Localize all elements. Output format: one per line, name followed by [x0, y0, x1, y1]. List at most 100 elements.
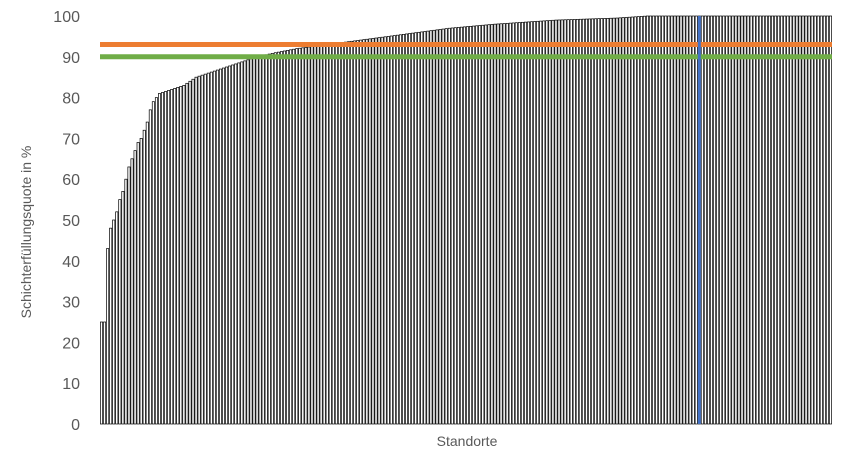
- bar: [292, 48, 296, 425]
- bar: [563, 19, 567, 425]
- bar: [728, 15, 732, 425]
- bar: [344, 41, 347, 425]
- bar: [286, 50, 290, 425]
- bar: [725, 15, 729, 425]
- bar: [667, 15, 671, 425]
- bar: [484, 24, 488, 425]
- bar: [606, 18, 610, 425]
- bar: [716, 15, 720, 425]
- bar: [225, 66, 229, 425]
- y-tick-label: 70: [62, 131, 80, 148]
- bar: [444, 28, 448, 425]
- bar: [234, 63, 238, 425]
- bar: [258, 55, 262, 425]
- bar: [752, 15, 756, 425]
- bar: [463, 26, 466, 425]
- bar: [222, 67, 225, 425]
- bar: [530, 21, 534, 425]
- bar: [642, 15, 646, 425]
- bar: [386, 36, 390, 425]
- bar: [426, 30, 430, 425]
- bar: [112, 219, 116, 425]
- bar: [551, 19, 555, 425]
- bar: [109, 227, 113, 425]
- bar: [548, 20, 552, 425]
- bar: [103, 321, 107, 425]
- bar: [636, 16, 640, 425]
- bar: [118, 199, 122, 425]
- bar: [670, 15, 674, 425]
- bar: [219, 68, 222, 425]
- bar: [450, 27, 454, 425]
- bars-group: [100, 15, 832, 425]
- bar: [417, 31, 421, 425]
- bar: [310, 46, 314, 425]
- bar: [514, 22, 518, 425]
- bar: [429, 30, 433, 425]
- bar: [777, 15, 781, 425]
- y-axis-title: Schichterfüllungsquote in %: [18, 146, 34, 319]
- bar: [435, 29, 439, 425]
- bar: [523, 21, 527, 425]
- bar: [231, 64, 235, 425]
- bar: [710, 15, 714, 425]
- bar: [273, 52, 277, 425]
- bar: [255, 56, 259, 425]
- bar: [703, 15, 707, 425]
- bar: [325, 44, 329, 425]
- bar: [774, 15, 778, 425]
- y-tick-label: 80: [62, 91, 80, 108]
- bar: [493, 23, 497, 425]
- y-tick-label: 30: [62, 295, 80, 312]
- bar: [795, 15, 799, 425]
- bar: [554, 19, 558, 425]
- x-axis-title: Standorte: [437, 433, 498, 449]
- bar: [170, 89, 174, 425]
- bar: [331, 43, 335, 425]
- bar: [801, 15, 805, 425]
- bar: [499, 23, 503, 425]
- bar: [270, 53, 274, 425]
- bar: [182, 85, 186, 425]
- bar: [341, 42, 344, 425]
- bar: [459, 26, 463, 425]
- bar: [658, 15, 662, 425]
- bar: [761, 15, 765, 425]
- bar: [322, 44, 326, 425]
- bar: [200, 74, 204, 425]
- bar: [816, 15, 820, 425]
- bar: [215, 69, 219, 425]
- reference-lines-group: [100, 16, 832, 424]
- bar: [758, 15, 762, 425]
- bar: [569, 19, 573, 425]
- bar: [328, 43, 332, 425]
- bar: [359, 39, 363, 425]
- bar: [161, 92, 164, 425]
- bar: [383, 36, 387, 425]
- bar: [630, 16, 634, 425]
- bar: [737, 15, 741, 425]
- bar: [481, 24, 485, 425]
- bar: [289, 49, 293, 425]
- bar: [432, 29, 436, 425]
- bar: [301, 47, 305, 425]
- bar: [557, 19, 561, 425]
- bar: [249, 58, 253, 425]
- bar: [158, 93, 161, 425]
- bar: [356, 40, 360, 425]
- bar: [283, 50, 286, 425]
- bar: [719, 15, 723, 425]
- y-tick-label: 10: [62, 376, 80, 393]
- bar: [828, 15, 832, 425]
- bar: [804, 15, 808, 425]
- bar: [337, 42, 341, 425]
- bar: [167, 90, 171, 425]
- bar: [813, 15, 817, 425]
- bar: [673, 15, 677, 425]
- bar: [664, 15, 668, 425]
- bar: [502, 23, 506, 425]
- bar: [212, 70, 216, 425]
- bar: [688, 15, 692, 425]
- bar: [392, 35, 396, 425]
- bar: [142, 129, 146, 425]
